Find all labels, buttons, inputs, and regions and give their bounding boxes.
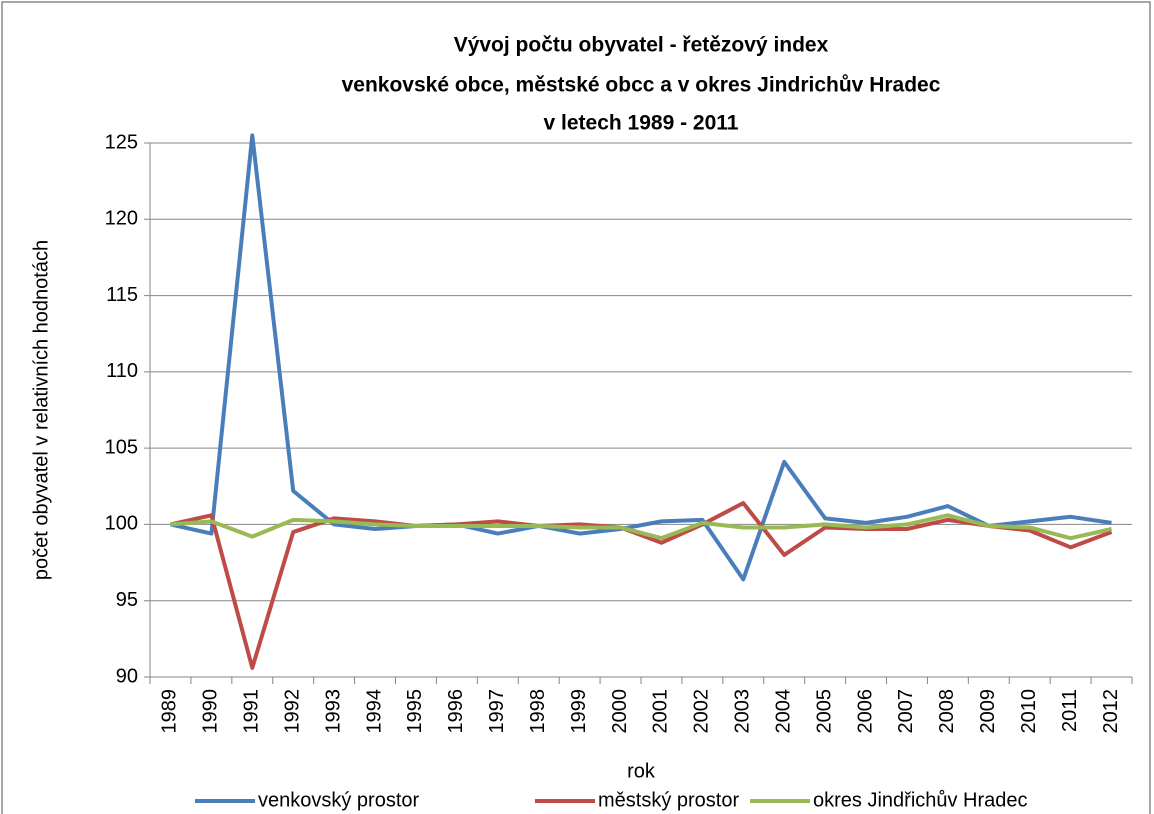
legend-label: venkovský prostor [258,789,420,811]
x-tick-label: 1991 [241,689,263,734]
x-tick-label: 2012 [1100,689,1122,734]
y-tick-label: 95 [116,589,138,611]
chart-title: venkovské obce, městské obcc a v okres J… [342,74,941,97]
x-tick-label: 2003 [732,689,754,734]
x-tick-label: 2007 [895,689,917,734]
x-tick-label: 2000 [609,689,631,734]
chart-title: v letech 1989 - 2011 [544,112,739,135]
x-tick-label: 1992 [281,689,303,734]
legend-label: okres Jindřichův Hradec [813,789,1028,811]
x-axis-label: rok [627,760,656,782]
legend-label: městský prostor [598,789,739,811]
y-tick-label: 105 [105,436,138,458]
x-tick-label: 2009 [977,689,999,734]
x-tick-label: 2008 [936,689,958,734]
x-tick-label: 1990 [200,689,222,734]
x-tick-label: 2006 [854,689,876,734]
x-tick-label: 2005 [813,689,835,734]
x-tick-label: 1999 [568,689,590,734]
x-tick-label: 2011 [1059,689,1081,732]
y-tick-label: 125 [105,131,138,153]
y-tick-label: 115 [106,284,138,306]
y-tick-label: 100 [105,513,138,535]
x-tick-label: 2010 [1018,689,1040,734]
series-line [170,513,1112,541]
y-tick-label: 90 [116,665,138,687]
y-tick-label: 120 [105,208,138,230]
x-tick-label: 1989 [159,689,181,734]
x-tick-label: 2004 [772,689,794,734]
chart-title: Vývoj počtu obyvatel - řetězový index [454,34,829,57]
x-tick-label: 1996 [445,689,467,734]
x-tick-label: 1995 [404,689,426,734]
x-tick-label: 2002 [691,689,713,734]
x-tick-label: 1997 [486,689,508,734]
x-tick-label: 1994 [363,689,385,734]
x-tick-label: 2001 [650,689,672,734]
x-tick-label: 1993 [322,689,344,734]
y-axis-label: počet obyvatel v relativních hodnotách [30,240,52,580]
x-tick-label: 1998 [527,689,549,734]
y-tick-label: 110 [106,360,138,382]
